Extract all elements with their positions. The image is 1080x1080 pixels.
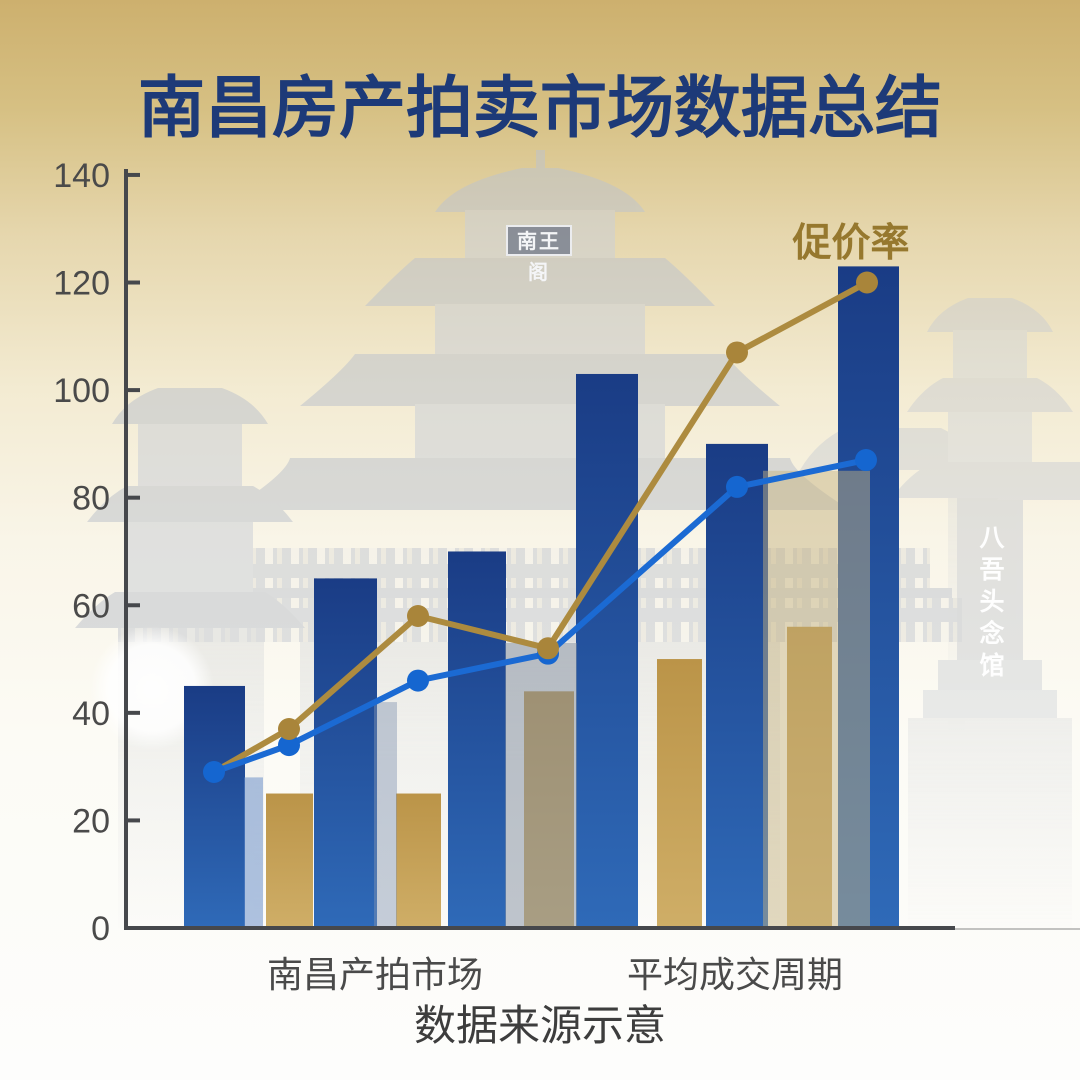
bar-gold-10 (787, 626, 832, 928)
bars-group (184, 266, 899, 928)
moon-glow (90, 626, 214, 750)
bar-blue-3 (314, 578, 377, 928)
bar-blue-9 (706, 443, 768, 928)
blue-line-point (203, 761, 225, 784)
blue-trend-line (212, 457, 867, 775)
y-tick-label: 100 (53, 372, 110, 410)
gold-series-label: 促价率 (792, 222, 910, 265)
promotion-rate-point (537, 637, 559, 660)
ghost-bar-2 (374, 702, 397, 928)
y-tick-label: 0 (91, 910, 110, 948)
blue-line-point (407, 669, 429, 692)
memorial-tower-text: 八吾头念馆 (976, 524, 1004, 684)
bar-blue-1 (184, 685, 245, 928)
y-tick-label: 40 (72, 695, 110, 733)
axes-group: 0 20 40 60 80 100 120 140 (53, 157, 1080, 948)
lines-group (203, 271, 878, 784)
x-axis-label-left: 南昌产拍市场 (266, 954, 484, 995)
x-axis-label-right: 平均成交周期 (626, 954, 844, 995)
promotion-rate-point (278, 717, 300, 740)
ghost-bar-4 (763, 470, 870, 928)
promotion-rate-point (407, 605, 429, 628)
blue-line-point (278, 734, 300, 757)
ghost-bar-3 (505, 642, 577, 928)
page-title: 南昌房产拍卖市场数据总结 (138, 71, 942, 146)
y-tick-label: 80 (72, 480, 110, 518)
bar-blue-11 (838, 266, 899, 928)
y-tick-label: 60 (72, 587, 110, 625)
promotion-rate-point (726, 341, 748, 364)
y-tick-label: 120 (53, 265, 110, 303)
promotion-rate-point (856, 271, 878, 294)
bar-blue-7 (576, 373, 638, 928)
promotion-rate-line (212, 279, 869, 775)
blue-line-point (855, 449, 877, 472)
y-tick-label: 140 (53, 157, 110, 195)
y-tick-label: 20 (72, 802, 110, 840)
bar-gold-4 (396, 793, 441, 928)
bar-blue-5 (448, 551, 506, 928)
pavilion-plaque: 南王阁 (506, 225, 572, 284)
x-axis-title: 数据来源示意 (413, 1002, 667, 1049)
bar-gold-2 (266, 793, 313, 928)
ghost-bar-1 (244, 777, 263, 928)
bar-gold-8 (657, 659, 702, 928)
blue-line-point (726, 475, 748, 498)
